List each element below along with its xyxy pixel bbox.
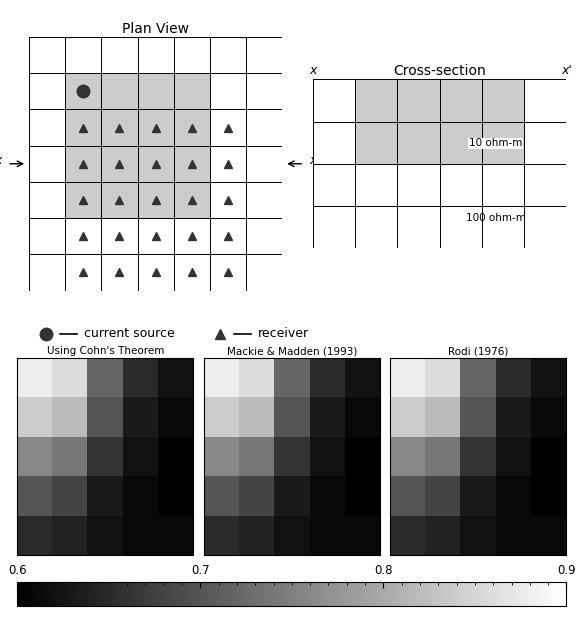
Text: current source: current source [84, 327, 175, 341]
Text: 100 ohm-m: 100 ohm-m [465, 213, 525, 223]
Text: x': x' [561, 64, 572, 77]
Text: receiver: receiver [258, 327, 309, 341]
Text: x': x' [310, 154, 320, 167]
Bar [65, 73, 210, 218]
Title: Using Cohn's Theorem: Using Cohn's Theorem [47, 346, 164, 356]
Title: Plan View: Plan View [122, 22, 189, 36]
Title: Mackie & Madden (1993): Mackie & Madden (1993) [227, 346, 357, 356]
Bar [355, 79, 524, 164]
Text: x: x [309, 64, 317, 77]
Text: x: x [0, 154, 2, 167]
Text: 10 ohm-m: 10 ohm-m [469, 138, 522, 148]
Title: Rodi (1976): Rodi (1976) [449, 346, 509, 356]
Title: Cross-section: Cross-section [393, 64, 486, 78]
